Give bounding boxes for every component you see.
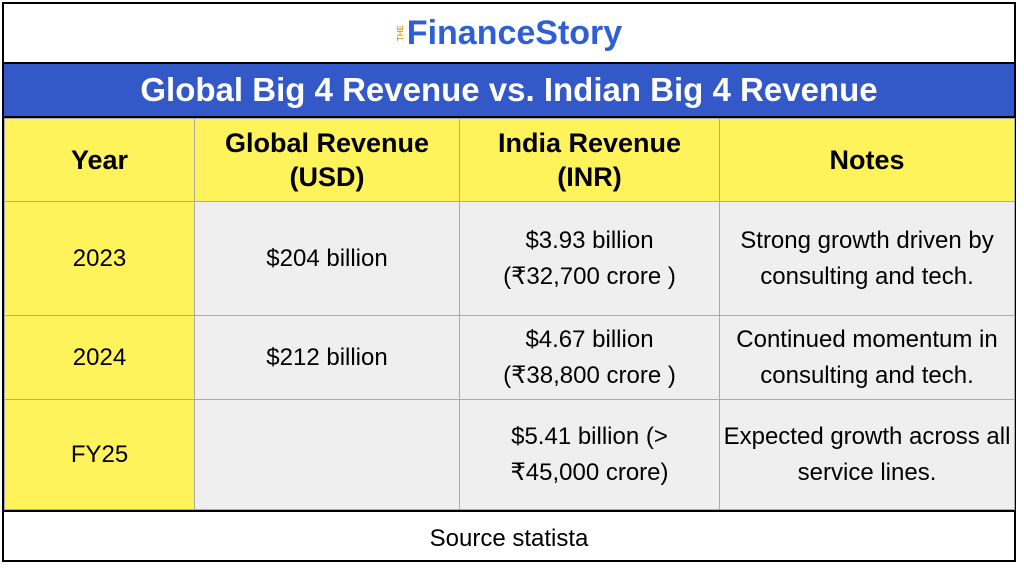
header-cell: Year (4, 118, 195, 202)
table: Year Global Revenue (USD) India Revenue (I… (4, 118, 1015, 510)
header-row: Year Global Revenue (USD) India Revenue (I… (4, 118, 1015, 202)
table-cell: 2023 (4, 201, 195, 316)
table-row: 2023 $204 billion $3.93 billion (₹32,700 c… (4, 201, 1015, 316)
table-cell: $5.41 billion (> ₹45,000 crore) (459, 399, 720, 510)
table-cell: 2024 (4, 315, 195, 400)
table-cell: FY25 (4, 399, 195, 510)
table-cell: Expected growth across all service lines… (719, 399, 1015, 510)
table-cell: $212 billion (194, 315, 460, 400)
table-cell: Continued momentum in consulting and tec… (719, 315, 1015, 400)
table-cell (194, 399, 460, 510)
card: THE FinanceStory Global Big 4 Revenue vs… (2, 2, 1016, 562)
header-cell: Notes (719, 118, 1015, 202)
source: Source statista (4, 510, 1014, 566)
table-cell: $3.93 billion (₹32,700 crore ) (459, 201, 720, 316)
header-cell: Global Revenue (USD) (194, 118, 460, 202)
table-cell: $204 billion (194, 201, 460, 316)
logo-name: FinanceStory (406, 13, 623, 52)
table-row: 2024 $212 billion $4.67 billion (₹38,800 c… (4, 315, 1015, 400)
table-cell: Strong growth driven by consulting and t… (719, 201, 1015, 316)
logo-prefix: THE (395, 25, 405, 41)
table-cell: $4.67 billion (₹38,800 crore ) (459, 315, 720, 400)
table-row: FY25 $5.41 billion (> ₹45,000 crore) Expec… (4, 399, 1015, 510)
title: Global Big 4 Revenue vs. Indian Big 4 Re… (4, 64, 1014, 118)
header-cell: India Revenue (INR) (459, 118, 720, 202)
logo: THE FinanceStory (4, 4, 1014, 64)
